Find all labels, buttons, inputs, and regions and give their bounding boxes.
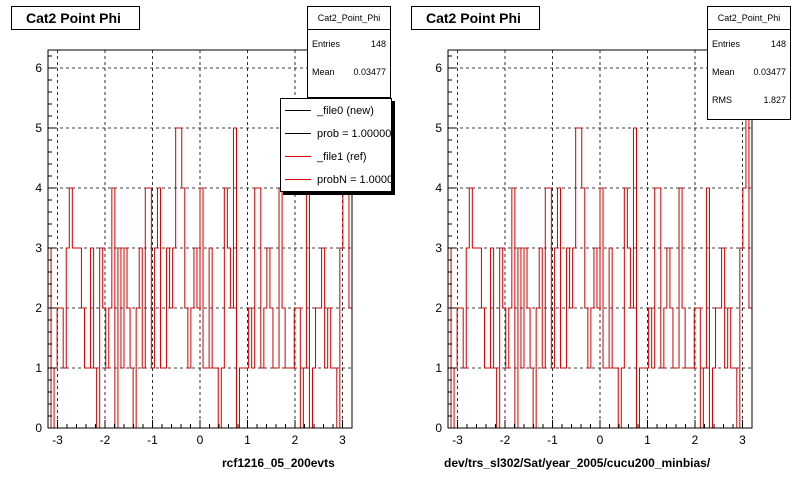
legend-label: _file1 (ref) (317, 150, 367, 163)
y-tick-label: 3 (435, 241, 442, 255)
x-tick-label: 0 (197, 433, 204, 447)
legend-entry: probN = 1.000000 (281, 168, 391, 191)
panel-2-title: Cat2 Point Phi (426, 10, 521, 26)
stats-label: Mean (312, 67, 335, 77)
legend-line-swatch (285, 156, 311, 157)
y-tick-label: 4 (435, 181, 442, 195)
panel-1-legend: _file0 (new) prob = 1.000000 _file1 (ref… (280, 98, 392, 192)
panel-2-stats-box: Cat2_Point_Phi Entries 148 Mean 0.03477 … (707, 6, 791, 120)
y-tick-label: 0 (435, 421, 442, 435)
x-tick-label: -2 (500, 433, 511, 447)
panel-2-file-label: dev/trs_sl302/Sat/year_2005/cucu200_minb… (444, 456, 711, 470)
stats-value: 0.03477 (753, 67, 786, 77)
histogram-series-line (47, 67, 353, 429)
panel-2-title-box: Cat2 Point Phi (411, 6, 540, 30)
x-tick-label: 1 (244, 433, 251, 447)
y-tick-label: 0 (35, 421, 42, 435)
stats-value: 148 (370, 39, 386, 49)
x-tick-label: 3 (739, 433, 746, 447)
y-tick-label: 3 (35, 241, 42, 255)
panel-2-stats-row: Entries 148 (708, 30, 790, 58)
y-tick-label: 5 (35, 121, 42, 135)
x-tick-label: -1 (547, 433, 558, 447)
legend-label: prob = 1.000000 (317, 127, 392, 140)
legend-label: _file0 (new) (317, 104, 374, 117)
legend-entry: prob = 1.000000 (281, 122, 391, 145)
x-tick-label: -2 (100, 433, 111, 447)
histogram-series-line (447, 67, 753, 429)
x-tick-label: 0 (597, 433, 604, 447)
x-tick-label: 2 (692, 433, 699, 447)
histogram-panel-2: -3 -2 -1 0 1 2 3 0 1 2 3 4 5 6 (435, 49, 753, 447)
legend-line-swatch (285, 110, 311, 111)
stats-label: Entries (312, 39, 341, 49)
y-tick-label: 6 (35, 61, 42, 75)
panel-1-stats-box: Cat2_Point_Phi Entries 148 Mean 0.03477 (307, 6, 391, 98)
y-tick-label: 1 (35, 361, 42, 375)
panel-1-stats-row: Entries 148 (308, 30, 390, 58)
panel-2-stats-row: Mean 0.03477 (708, 58, 790, 86)
stats-label: Entries (712, 39, 741, 49)
legend-entry: _file1 (ref) (281, 145, 391, 168)
x-tick-label: -3 (452, 433, 463, 447)
y-tick-label: 5 (435, 121, 442, 135)
y-tick-label: 2 (435, 301, 442, 315)
x-tick-label: -3 (52, 433, 63, 447)
panel-2-stats-name: Cat2_Point_Phi (708, 7, 790, 30)
legend-line-swatch (285, 179, 311, 180)
stats-value: 148 (770, 39, 786, 49)
x-tick-label: 2 (292, 433, 299, 447)
panel-1-title: Cat2 Point Phi (26, 10, 121, 26)
legend-label: probN = 1.000000 (317, 173, 392, 186)
panel-1-title-box: Cat2 Point Phi (11, 6, 140, 30)
x-tick-label: 3 (339, 433, 346, 447)
stats-label: Mean (712, 67, 735, 77)
panel-2-stats-row: RMS 1.827 (708, 86, 790, 114)
legend-entry: _file0 (new) (281, 99, 391, 122)
y-tick-label: 6 (435, 61, 442, 75)
legend-line-swatch (285, 133, 311, 134)
stats-label: RMS (712, 95, 732, 105)
panel-1-file-label: rcf1216_05_200evts (222, 456, 335, 470)
y-tick-label: 1 (435, 361, 442, 375)
panel-1-stats-name: Cat2_Point_Phi (308, 7, 390, 30)
x-tick-label: 1 (644, 433, 651, 447)
x-tick-label: -1 (147, 433, 158, 447)
y-tick-label: 4 (35, 181, 42, 195)
stats-value: 1.827 (763, 95, 786, 105)
panel-1-stats-row: Mean 0.03477 (308, 58, 390, 86)
stats-value: 0.03477 (353, 67, 386, 77)
y-tick-label: 2 (35, 301, 42, 315)
